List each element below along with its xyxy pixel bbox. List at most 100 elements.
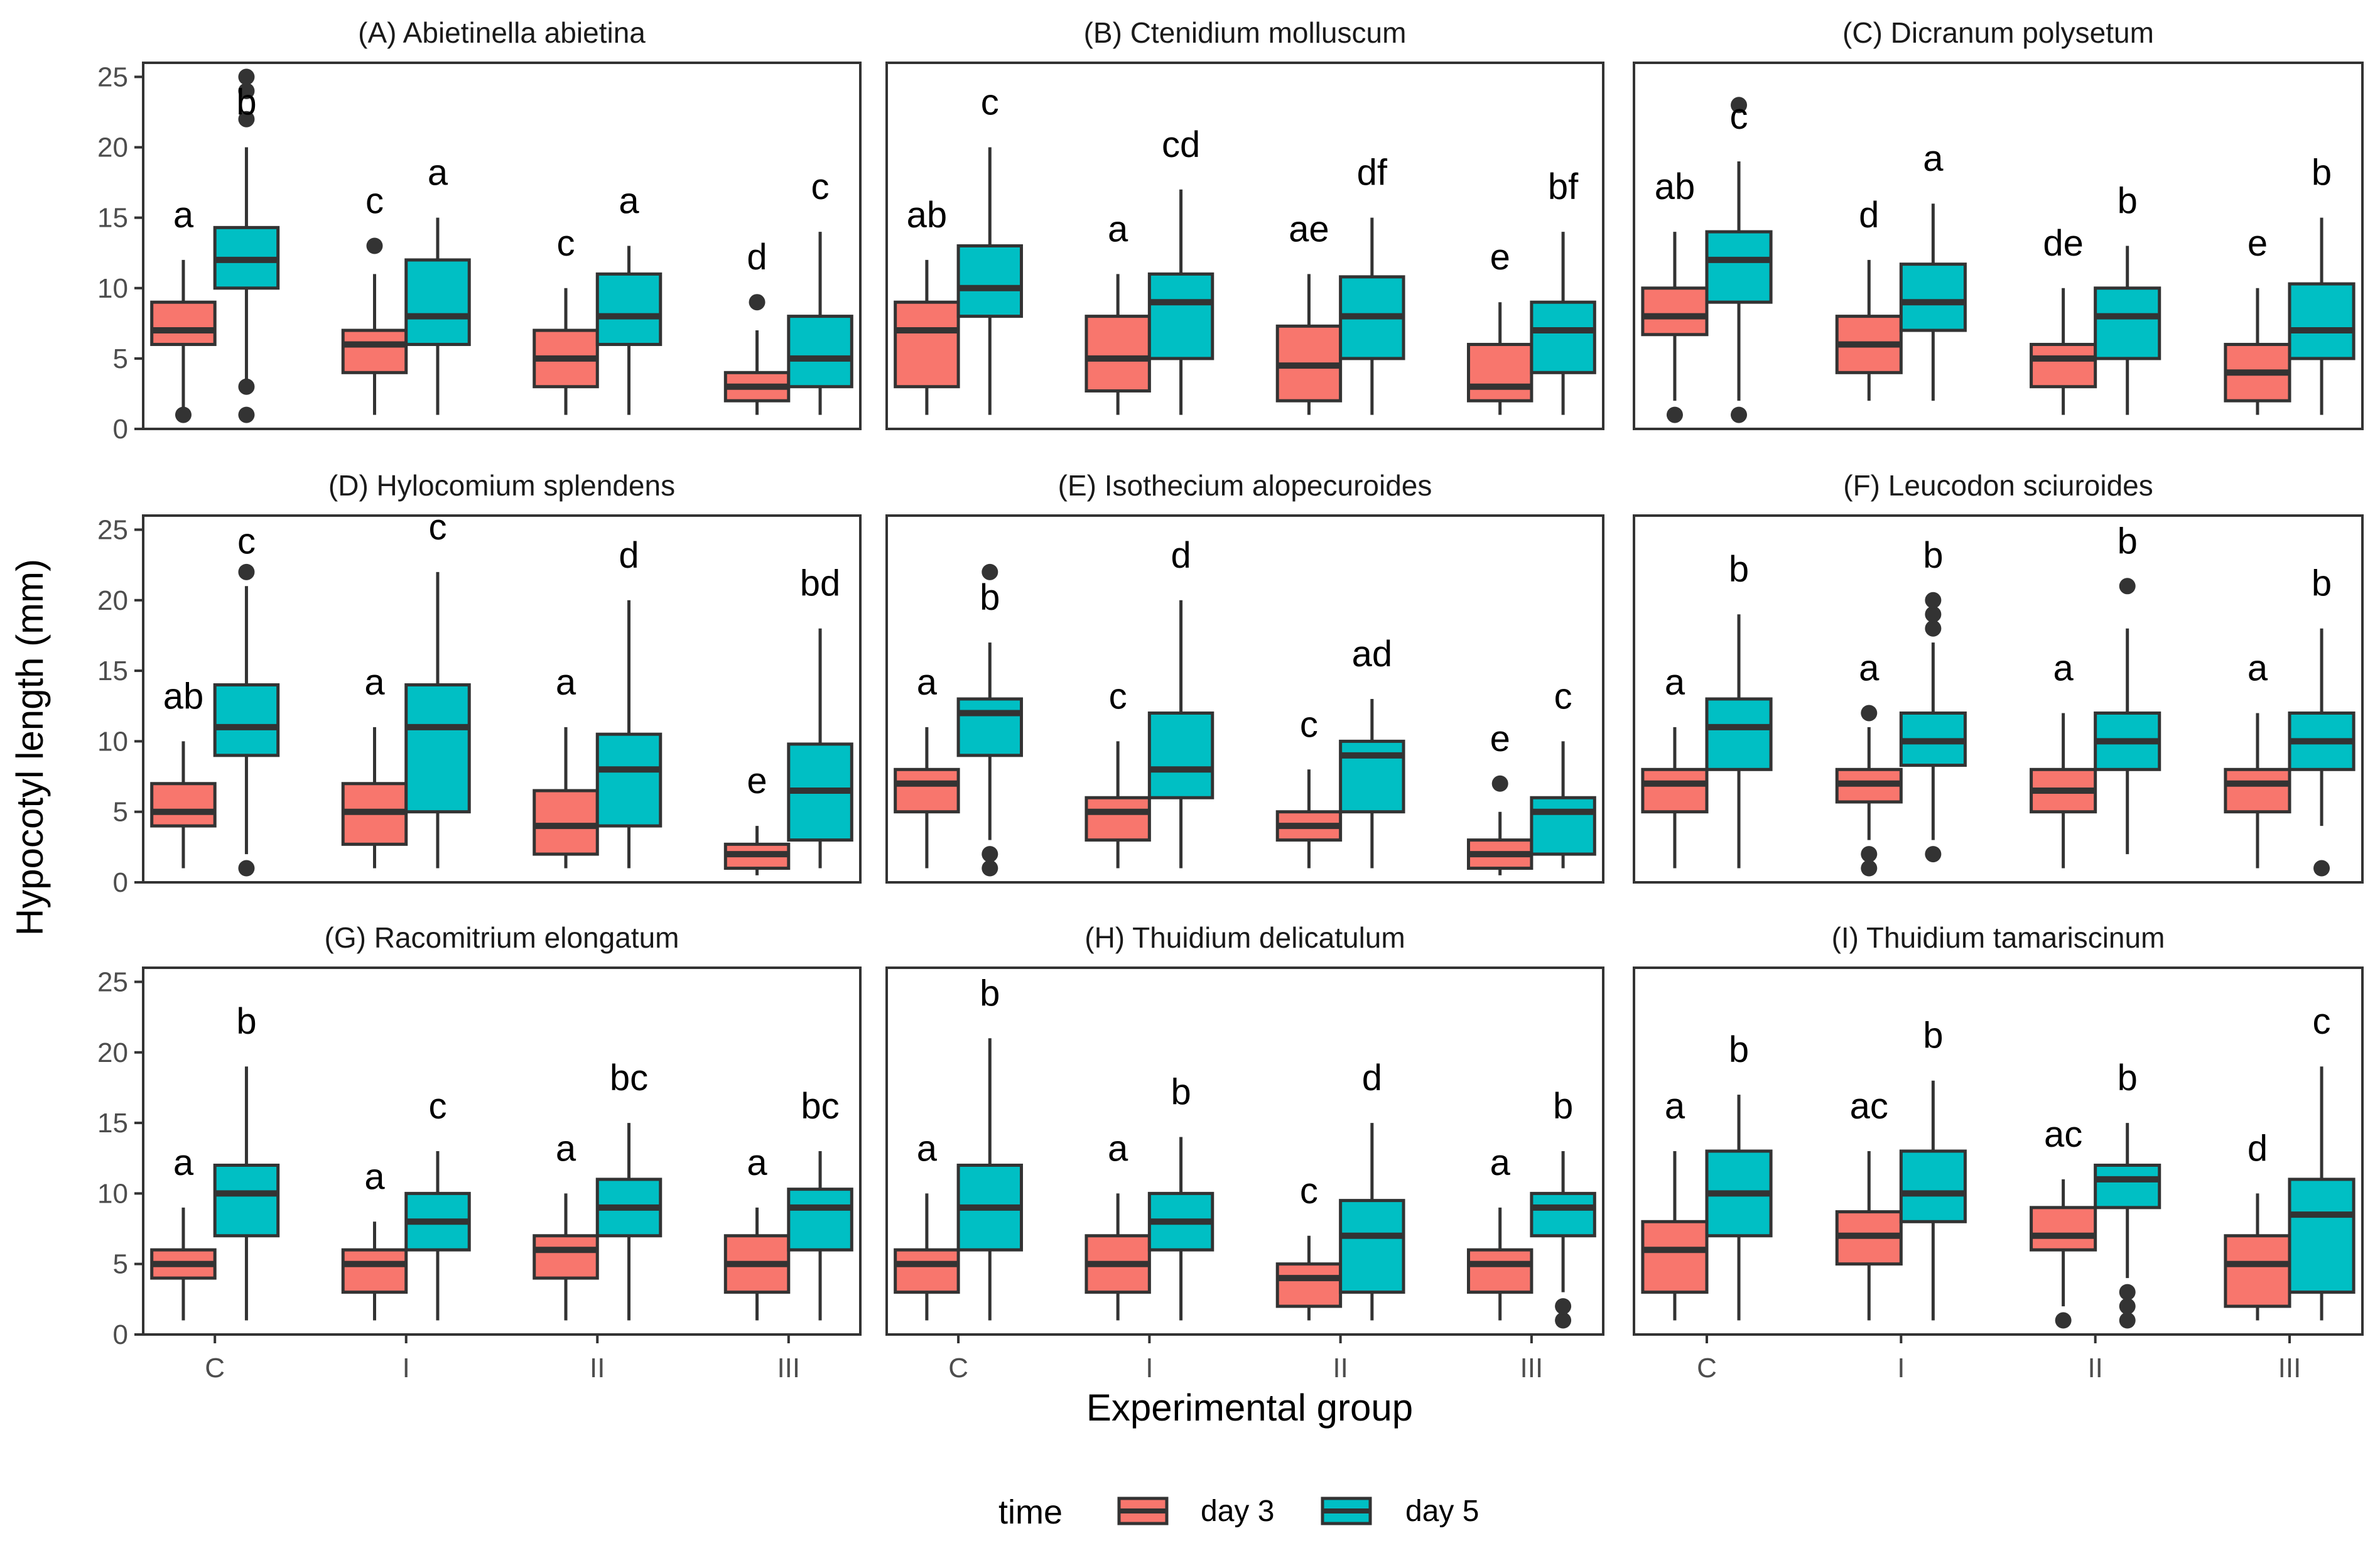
panel-title: (F) Leucodon sciuroides [1843,469,2153,502]
significance-letter: df [1357,153,1388,193]
y-tick-label: 0 [113,1319,128,1350]
box-day5 [1147,272,1214,360]
significance-letter: ab [1655,166,1696,207]
outlier-point [749,294,765,311]
significance-letter: de [2043,223,2084,264]
significance-letter: a [364,662,385,703]
panel-title: (A) Abietinella abietina [358,16,646,49]
x-tick-label: I [1145,1353,1153,1383]
box-day5 [2288,1178,2356,1294]
panel-title: (B) Ctenidium molluscum [1084,16,1407,49]
significance-letter: a [1923,138,1944,179]
box-day5 [1147,711,1214,799]
significance-letter: b [2312,153,2332,193]
significance-letter: d [747,237,767,278]
x-tick-label: II [1333,1353,1348,1383]
significance-letter: a [2247,647,2268,688]
outlier-point [238,860,255,877]
outlier-point [1666,406,1683,423]
significance-letter: a [619,181,639,222]
significance-letter: b [1729,1029,1749,1070]
y-tick-label: 25 [97,966,128,997]
significance-letter: b [980,973,1000,1014]
y-tick-label: 5 [113,344,128,374]
x-tick-label: C [205,1353,225,1383]
significance-letter: c [811,166,830,207]
significance-letter: a [173,195,194,236]
significance-letter: e [1490,237,1510,278]
significance-letter: a [1859,647,1880,688]
significance-letter: b [1923,1015,1943,1056]
significance-letter: a [2053,647,2074,688]
box-day5 [787,1188,853,1252]
x-axis-title: Experimental group [1086,1387,1413,1429]
significance-letter: a [917,662,938,703]
panel-title: (D) Hylocomium splendens [328,469,675,502]
y-tick-label: 25 [97,62,128,92]
outlier-point [238,82,255,99]
significance-letter: b [2118,1058,2138,1098]
significance-letter: ae [1289,208,1329,249]
y-tick-label: 15 [97,1108,128,1139]
outlier-point [2055,1312,2072,1329]
significance-letter: c [2313,1001,2331,1042]
box-day5 [213,683,280,757]
box-day5 [1339,739,1405,814]
box-day5 [1530,300,1596,374]
outlier-point [1491,775,1508,792]
panels-group: (A) Abietinella abietina0510152025abcaca… [97,16,2364,1383]
box-day3 [894,1248,960,1294]
y-tick-label: 15 [97,656,128,686]
box-day3 [1641,286,1709,337]
legend: time day 3 day 5 [998,1493,1479,1531]
outlier-point [238,68,255,85]
legend-label-day3: day 3 [1201,1495,1274,1528]
significance-letter: c [557,223,575,264]
significance-letter: c [1300,1171,1318,1211]
outlier-point [1861,705,1878,722]
panel-0: (A) Abietinella abietina 0 5 10 15 20 25 a b c a c a… [97,16,862,445]
panel-title: (G) Racomitrium elongatum [325,921,679,954]
outlier-point [238,378,255,395]
panel-3: (D) Hylocomium splendens 0 5 10 15 20 25 ab c a c a… [97,469,862,898]
y-tick-label: 10 [97,1178,128,1209]
box-day3 [894,767,960,814]
significance-letter: ac [1850,1086,1888,1127]
box-day3 [150,782,217,828]
box-day5 [1530,796,1596,856]
outlier-point [2119,578,2136,595]
outlier-point [1925,592,1942,609]
outlier-point [1925,620,1942,637]
outlier-point [2313,860,2330,877]
significance-letter: c [981,82,999,123]
significance-letter: b [1923,535,1943,576]
legend-title: time [998,1493,1063,1531]
box-day3 [2030,342,2097,389]
outlier-point [2119,1298,2136,1315]
y-tick-label: 20 [97,585,128,616]
significance-letter: a [1108,208,1128,249]
box-day5 [1899,1149,1967,1223]
box-day5 [956,697,1024,757]
box-day3 [894,300,960,389]
outlier-point [366,237,383,254]
box-day5 [787,315,853,389]
significance-letter: e [2247,223,2268,264]
box-day3 [1085,796,1151,842]
significance-letter: c [237,521,256,561]
outlier-point [1861,846,1878,863]
box-day3 [2030,1206,2097,1252]
x-tick-label: C [1697,1353,1717,1383]
significance-letter: b [2312,563,2332,604]
outlier-point [1555,1312,1572,1329]
panel-title: (E) Isothecium alopecuroides [1058,469,1432,502]
y-tick-label: 25 [97,514,128,545]
x-tick-label: II [2087,1353,2102,1383]
significance-letter: a [364,1156,385,1197]
x-tick-label: II [590,1353,605,1383]
